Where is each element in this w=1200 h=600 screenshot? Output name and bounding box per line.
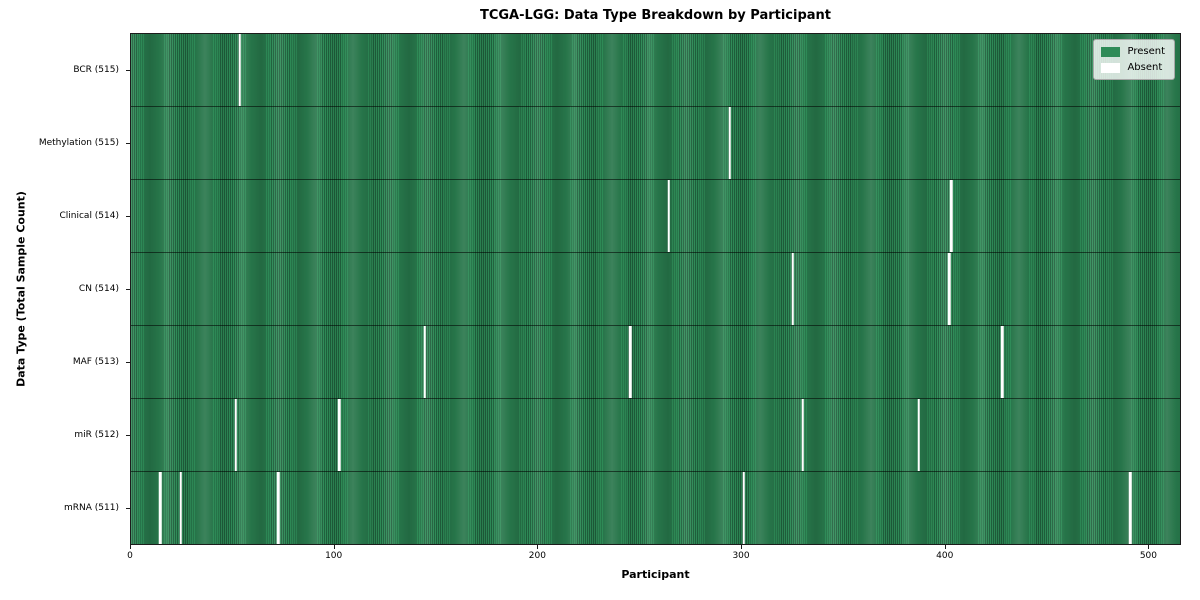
y-tick-label: Methylation (515): [38, 137, 119, 148]
x-tick-mark: [1148, 545, 1150, 549]
absent-line: [917, 399, 921, 471]
absent-line: [234, 399, 237, 471]
x-tick-label: 200: [528, 551, 546, 561]
absent-line: [791, 253, 794, 325]
x-tick-label: 300: [732, 551, 750, 561]
legend-label-present: Present: [1127, 46, 1165, 57]
y-tick-label: miR (512): [74, 430, 119, 441]
heatmap-row-BCR: [131, 34, 1180, 106]
y-axis-cell: Methylation (515): [0, 106, 130, 179]
y-axis-cell: mRNA (511): [0, 472, 130, 545]
x-tick-label: 0: [127, 551, 133, 561]
chart-title: TCGA-LGG: Data Type Breakdown by Partici…: [479, 8, 832, 23]
y-axis-cell: miR (512): [0, 399, 130, 472]
absent-line: [179, 472, 183, 544]
y-tick-mark: [126, 215, 130, 217]
heatmap-row-miR: [131, 398, 1180, 471]
absent-line: [338, 399, 341, 471]
y-tick-mark: [126, 435, 130, 437]
absent-line: [277, 472, 280, 544]
legend-swatch-absent-icon: [1101, 62, 1121, 73]
x-tick-mark: [741, 545, 743, 549]
x-axis-title: Participant: [621, 568, 690, 581]
legend: Present Absent: [1093, 39, 1175, 80]
y-tick-label: CN (514): [78, 283, 119, 294]
absent-line: [801, 399, 805, 471]
absent-line: [948, 253, 951, 325]
x-tick-label: 100: [325, 551, 343, 561]
absent-line: [628, 326, 632, 398]
y-tick-label: mRNA (511): [64, 503, 119, 514]
y-tick-mark: [126, 288, 130, 290]
absent-line: [1000, 326, 1004, 398]
y-tick-mark: [126, 362, 130, 364]
x-tick-mark: [537, 545, 539, 549]
heatmap-row-CN: [131, 252, 1180, 325]
absent-line: [728, 107, 731, 179]
x-tick-label: 500: [1139, 551, 1157, 561]
heatmap-row-Methylation: [131, 106, 1180, 179]
legend-item-present: Present: [1101, 46, 1165, 57]
legend-item-absent: Absent: [1101, 62, 1165, 73]
x-tick-mark: [130, 545, 131, 549]
x-tick-label: 400: [936, 551, 954, 561]
y-axis-cell: BCR (515): [0, 33, 130, 106]
y-tick-mark: [126, 142, 130, 144]
y-axis: BCR (515) Methylation (515) Clinical (514)…: [0, 33, 130, 545]
y-axis-cell: CN (514): [0, 252, 130, 325]
absent-line: [1128, 472, 1132, 544]
legend-swatch-present-icon: [1101, 46, 1121, 57]
legend-label-absent: Absent: [1127, 62, 1163, 73]
absent-line: [159, 472, 162, 544]
heatmap-row-Clinical: [131, 179, 1180, 252]
x-axis: 0 100 200 300 400 500: [127, 545, 1181, 571]
absent-line: [742, 472, 746, 544]
absent-line: [667, 180, 670, 252]
y-axis-cell: Clinical (514): [0, 179, 130, 252]
y-tick-mark: [126, 69, 130, 71]
x-tick-mark: [944, 545, 946, 549]
absent-line: [423, 326, 426, 398]
y-tick-mark: [126, 508, 130, 510]
absent-line: [238, 34, 241, 106]
plot-area: Present Absent: [130, 33, 1181, 545]
y-tick-label: MAF (513): [72, 357, 119, 368]
absent-line: [950, 180, 953, 252]
y-axis-cell: MAF (513): [0, 326, 130, 399]
heatmap-row-MAF: [131, 325, 1180, 398]
y-tick-label: BCR (515): [73, 64, 119, 75]
heatmap-row-mRNA: [131, 471, 1180, 544]
x-tick-mark: [333, 545, 335, 549]
y-tick-label: Clinical (514): [59, 210, 119, 221]
